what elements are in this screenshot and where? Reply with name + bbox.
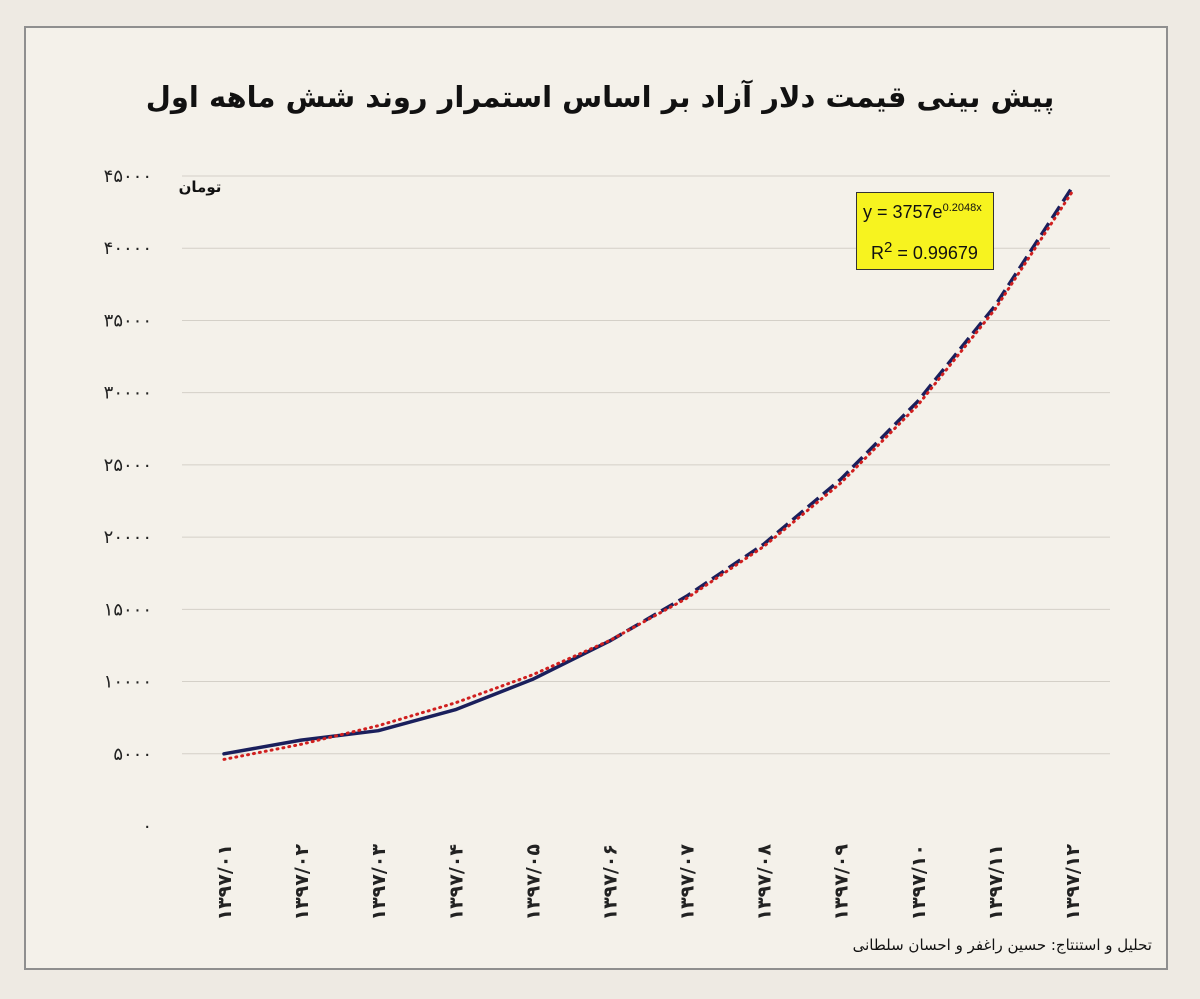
y-axis-ticks: ۰ ۵۰۰۰ ۱۰۰۰۰ ۱۵۰۰۰ ۲۰۰۰۰ ۲۵۰۰۰ ۳۰۰۰۰ ۳۵۰۰۰ ۴۰۰۰۰…	[104, 166, 152, 837]
x-tick-label: ۱۳۹۷/۰۶	[599, 844, 621, 921]
series-line-solid	[222, 639, 612, 756]
y-tick-label: ۱۵۰۰۰	[104, 599, 152, 620]
y-tick-label: ۱۰۰۰۰	[104, 672, 152, 693]
equation-exponent: 0.2048x	[942, 202, 982, 214]
series-line-dashed	[608, 186, 1074, 643]
r2-value: = 0.99679	[892, 243, 978, 263]
y-tick-label: ۰	[142, 816, 152, 837]
x-tick-label: ۱۳۹۷/۰۳	[368, 844, 390, 921]
y-tick-label: ۵۰۰۰	[113, 744, 152, 765]
y-tick-label: ۳۰۰۰۰	[104, 383, 152, 404]
y-tick-label: ۲۵۰۰۰	[104, 455, 152, 476]
x-tick-label: ۱۳۹۷/۰۱	[214, 844, 236, 921]
x-tick-label: ۱۳۹۷/۰۲	[291, 844, 313, 921]
x-tick-label: ۱۳۹۷/۱۱	[985, 844, 1007, 921]
x-tick-label: ۱۳۹۷/۰۴	[445, 844, 467, 921]
y-tick-label: ۴۰۰۰۰	[104, 238, 152, 259]
x-tick-label: ۱۳۹۷/۰۸	[754, 844, 776, 921]
x-tick-label: ۱۳۹۷/۰۵	[522, 844, 544, 921]
series-lines	[222, 186, 1074, 761]
trendline-equation: y = 3757e0.2048x	[863, 202, 982, 223]
r2-power: 2	[884, 239, 893, 256]
y-tick-label: ۳۵۰۰۰	[104, 310, 152, 331]
credit-text: تحلیل و استنتاج: حسین راغفر و احسان سلطا…	[852, 936, 1152, 954]
x-tick-label: ۱۳۹۷/۱۲	[1062, 844, 1084, 921]
y-axis-unit-label: تومان	[178, 178, 222, 196]
r-squared: R2 = 0.99679	[871, 239, 978, 264]
chart-frame	[24, 26, 1168, 970]
x-tick-label: ۱۳۹۷/۱۰	[908, 844, 930, 921]
y-tick-label: ۲۰۰۰۰	[104, 527, 152, 548]
y-tick-label: ۴۵۰۰۰	[104, 166, 152, 187]
x-tick-label: ۱۳۹۷/۰۷	[677, 844, 699, 921]
x-axis-ticks: ۱۳۹۷/۰۱ ۱۳۹۷/۰۲ ۱۳۹۷/۰۳ ۱۳۹۷/۰۴ ۱۳۹۷/۰۵ ۱۳۹۷/…	[214, 844, 1084, 921]
trendline-equation-box: y = 3757e0.2048x R2 = 0.99679	[856, 192, 994, 270]
chart-title: پیش بینی قیمت دلار آزاد بر اساس استمرار …	[145, 80, 1055, 114]
series-line-dotted	[222, 190, 1074, 761]
x-tick-label: ۱۳۹۷/۰۹	[831, 844, 853, 921]
equation-base: y = 3757e	[863, 202, 943, 222]
gridlines	[182, 175, 1110, 755]
r2-label: R	[871, 243, 884, 263]
